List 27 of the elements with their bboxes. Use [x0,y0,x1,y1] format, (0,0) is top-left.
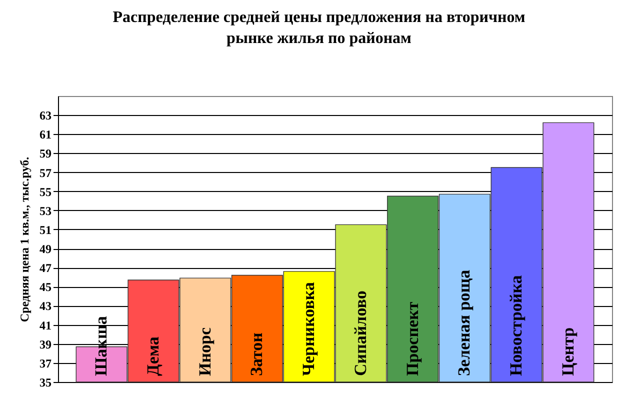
y-tick-label: 39 [40,337,52,352]
x-tick-label: Зеленая роща [454,269,474,376]
x-tick-label: Новостройка [506,274,526,376]
x-tick-label: Сипайлово [350,290,370,376]
y-tick-label: 61 [40,128,52,142]
y-tick-label: 37 [40,356,52,370]
x-tick-label: Центр [558,327,578,376]
y-tick-label: 53 [40,204,52,218]
y-tick-label: 47 [40,261,52,276]
y-tick-label: 63 [40,108,52,123]
x-tick-label: Шакша [92,316,111,376]
y-tick-label: 45 [40,280,52,294]
y-axis-title: Средняя цена 1 кв.м., тыс.руб. [18,156,32,322]
x-tick-label: Инорс [195,327,214,376]
y-tick-label: 49 [40,242,52,256]
y-tick-label: 57 [40,166,52,180]
x-tick-label: Дема [143,336,162,376]
x-tick-label: Затон [247,332,266,376]
x-tick-label: Черниковка [299,282,318,376]
chart-title: Распределение средней цены предложения на вторичном рынке жилья по районам [112,9,526,47]
y-tick-label: 51 [40,222,52,237]
y-tick-label: 41 [40,318,52,332]
x-tick-label: Проспект [402,301,422,376]
y-tick-label: 55 [40,184,52,199]
y-tick-label: 35 [40,376,52,390]
y-tick-label: 59 [40,146,52,161]
y-tick-label: 43 [40,299,52,314]
